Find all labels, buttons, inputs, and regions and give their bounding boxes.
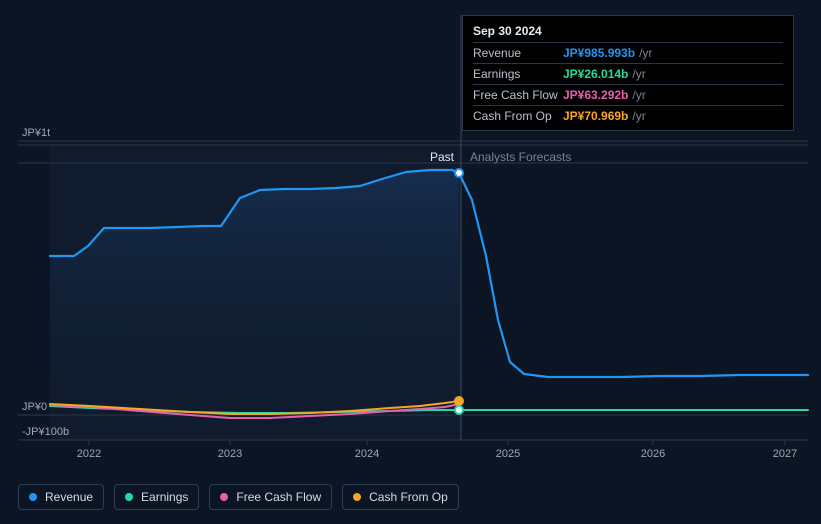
x-tick-2024: 2024 <box>355 448 379 460</box>
tooltip-date: Sep 30 2024 <box>473 22 783 42</box>
legend-dot <box>29 493 37 501</box>
legend-label: Free Cash Flow <box>236 490 321 504</box>
legend-item-revenue[interactable]: Revenue <box>18 484 104 510</box>
x-tick-2022: 2022 <box>77 448 101 460</box>
tooltip-value: JP¥985.993b <box>563 46 635 60</box>
y-tick-n100: -JP¥100b <box>22 426 69 438</box>
tooltip-value: JP¥63.292b <box>563 88 628 102</box>
x-tick-2027: 2027 <box>773 448 797 460</box>
hover-tooltip: Sep 30 2024 Revenue JP¥985.993b /yr Earn… <box>462 15 794 131</box>
tooltip-unit: /yr <box>632 88 645 102</box>
tooltip-label: Earnings <box>473 67 563 81</box>
legend-label: Revenue <box>45 490 93 504</box>
tooltip-unit: /yr <box>639 46 652 60</box>
legend-item-fcf[interactable]: Free Cash Flow <box>209 484 332 510</box>
tooltip-unit: /yr <box>632 109 645 123</box>
x-tick-2026: 2026 <box>641 448 665 460</box>
tooltip-value: JP¥26.014b <box>563 67 628 81</box>
legend-label: Cash From Op <box>369 490 448 504</box>
y-tick-1t: JP¥1t <box>22 127 50 139</box>
tooltip-label: Revenue <box>473 46 563 60</box>
legend-dot <box>353 493 361 501</box>
x-tick-2023: 2023 <box>218 448 242 460</box>
tooltip-value: JP¥70.969b <box>563 109 628 123</box>
financials-chart: JP¥1t JP¥0 -JP¥100b Past Analysts Foreca… <box>0 0 821 524</box>
tooltip-label: Free Cash Flow <box>473 88 563 102</box>
tooltip-row-cfop: Cash From Op JP¥70.969b /yr <box>473 105 783 126</box>
legend-dot <box>125 493 133 501</box>
legend: Revenue Earnings Free Cash Flow Cash Fro… <box>18 484 459 510</box>
tooltip-label: Cash From Op <box>473 109 563 123</box>
tooltip-unit: /yr <box>632 67 645 81</box>
tooltip-row-revenue: Revenue JP¥985.993b /yr <box>473 42 783 63</box>
tooltip-row-earnings: Earnings JP¥26.014b /yr <box>473 63 783 84</box>
legend-item-cfop[interactable]: Cash From Op <box>342 484 459 510</box>
legend-label: Earnings <box>141 490 188 504</box>
region-label-forecasts: Analysts Forecasts <box>470 150 571 164</box>
y-tick-0: JP¥0 <box>22 401 47 413</box>
region-label-past: Past <box>400 150 454 164</box>
x-tick-2025: 2025 <box>496 448 520 460</box>
tooltip-row-fcf: Free Cash Flow JP¥63.292b /yr <box>473 84 783 105</box>
legend-item-earnings[interactable]: Earnings <box>114 484 199 510</box>
legend-dot <box>220 493 228 501</box>
